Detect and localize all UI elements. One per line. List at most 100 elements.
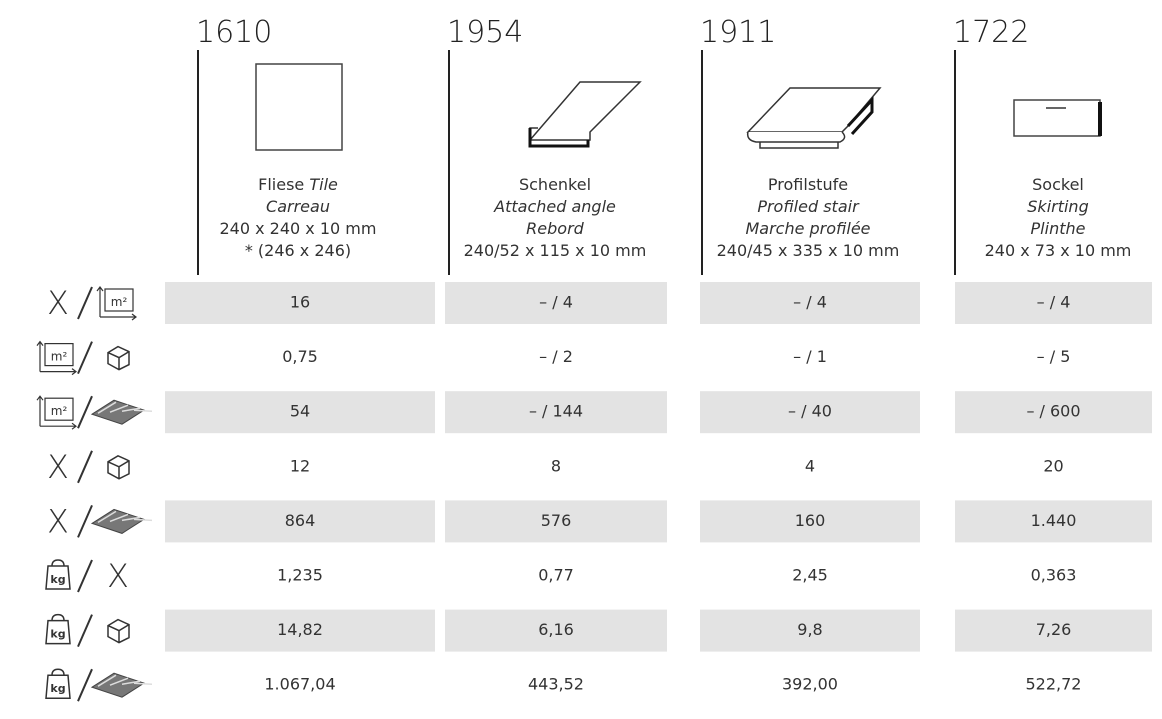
pallet-slat [121, 516, 141, 522]
column-header: 1610 Fliese Tile Carreau 240 x 240 x 10 … [196, 15, 376, 275]
cell-value: 0,75 [282, 347, 318, 366]
cell-value: 1.440 [1031, 511, 1077, 530]
piece-symbol: X [47, 284, 69, 322]
cell-value: 16 [290, 293, 310, 312]
cell-value: – / 1 [793, 347, 827, 366]
cell-value: – / 4 [793, 293, 827, 312]
product-name-en: Attached angle [493, 197, 616, 216]
product-name-en: Profiled stair [757, 197, 860, 216]
column-header: 1911 Profilstufe Profiled stair Marche p… [700, 15, 899, 275]
cell-value: – / 4 [539, 293, 573, 312]
cell-value: 392,00 [782, 675, 838, 694]
cell-value: 4 [805, 456, 815, 475]
cell-background [700, 391, 920, 434]
pallet-slat [109, 404, 129, 413]
column-header: 1722 Sockel Skirting Plinthe 240 x 73 x … [953, 15, 1131, 275]
cell-value: 12 [290, 456, 310, 475]
stair-icon-profile [746, 131, 846, 149]
pallet-slat [133, 409, 153, 412]
cell-background [445, 391, 667, 434]
cell-background [165, 391, 435, 434]
slash [77, 668, 93, 702]
pallet-slat [97, 401, 117, 414]
column-header: 1954 Schenkel Attached angle Rebord 240/… [447, 15, 646, 275]
slash [77, 286, 93, 320]
cell-value: 0,363 [1031, 566, 1077, 585]
box-symbol [107, 345, 130, 371]
weight-symbol [45, 559, 71, 590]
cell-value: – / 2 [539, 347, 573, 366]
cell-background [445, 609, 667, 652]
box-symbol [107, 618, 130, 644]
dimensions: 240/52 x 115 x 10 mm [464, 241, 647, 260]
row-label: m² [36, 395, 153, 430]
cell-background [700, 609, 920, 652]
weight-label: kg [50, 682, 65, 695]
cell-value: 864 [285, 511, 316, 530]
cell-value: 443,52 [528, 675, 584, 694]
area-box [44, 397, 74, 421]
weight-symbol [45, 668, 71, 699]
row-label: kg X [45, 557, 129, 595]
piece-symbol: X [47, 448, 69, 486]
pallet-slat [97, 510, 117, 524]
product-name-fr: Carreau [266, 197, 330, 216]
pallet-slat [109, 513, 129, 523]
cell-value: 14,82 [277, 620, 323, 639]
cell-value: 160 [795, 511, 826, 530]
cell-value: – / 5 [1037, 347, 1071, 366]
cell-value: – / 40 [788, 402, 832, 421]
product-name: Schenkel [519, 175, 591, 194]
product-code: 1722 [953, 15, 1029, 50]
cell-value: – / 144 [529, 402, 583, 421]
angle-icon-edge [528, 128, 590, 148]
product-code: 1911 [700, 15, 776, 50]
slash [77, 614, 93, 648]
row-label: kg [45, 668, 153, 702]
area-box [44, 343, 74, 367]
cell-value: 7,26 [1036, 620, 1072, 639]
dimensions: 240 x 73 x 10 mm [985, 241, 1132, 260]
cell-value: 2,45 [792, 566, 828, 585]
cell-value: 0,77 [538, 566, 574, 585]
slash [77, 450, 93, 484]
box-symbol [107, 454, 130, 480]
table-row: kg 1.067,04 443,52 392,00 522,72 [45, 668, 1082, 702]
area-arrows [36, 395, 77, 430]
cell-value: 6,16 [538, 620, 574, 639]
piece-symbol: X [107, 557, 129, 595]
cell-background [165, 609, 435, 652]
pallet-slat [121, 407, 141, 412]
area-box [104, 288, 134, 312]
cell-value: – / 4 [1037, 293, 1071, 312]
cell-background [955, 500, 1152, 543]
cell-value: 20 [1043, 456, 1063, 475]
area-arrows [36, 340, 77, 376]
product-name: Profilstufe [768, 175, 848, 194]
cell-background [445, 282, 667, 324]
pallet-slat [133, 518, 153, 522]
tile-icon [255, 63, 343, 151]
product-name-fr: Marche profilée [745, 219, 870, 238]
table-row: m² 54 – / 144 – / 40 – / 600 [36, 391, 1152, 434]
cell-background [165, 282, 435, 324]
pallet-slat [97, 674, 117, 687]
row-label: kg [45, 613, 130, 648]
skirting-icon [1013, 99, 1101, 137]
table-row: m² 0,75 – / 2 – / 1 – / 5 [36, 340, 1071, 376]
row-label: m² [36, 340, 130, 376]
pallet-slat [133, 682, 153, 685]
stair-icon-edge [846, 96, 874, 136]
cell-background [700, 500, 920, 543]
cell-background [955, 609, 1152, 652]
slash [77, 395, 93, 429]
cell-background [165, 500, 435, 543]
table-row: X 12 8 4 20 [47, 448, 1064, 486]
cell-value: 522,72 [1026, 675, 1082, 694]
cell-value: 54 [290, 402, 310, 421]
product-name-en: Skirting [1027, 197, 1088, 216]
product-name-fr: Rebord [526, 219, 584, 238]
table-row: kg X 1,235 0,77 2,45 0,363 [45, 557, 1077, 595]
cell-value: 8 [551, 456, 561, 475]
table-row: kg 14,82 6,16 9,8 7,26 [45, 609, 1152, 652]
